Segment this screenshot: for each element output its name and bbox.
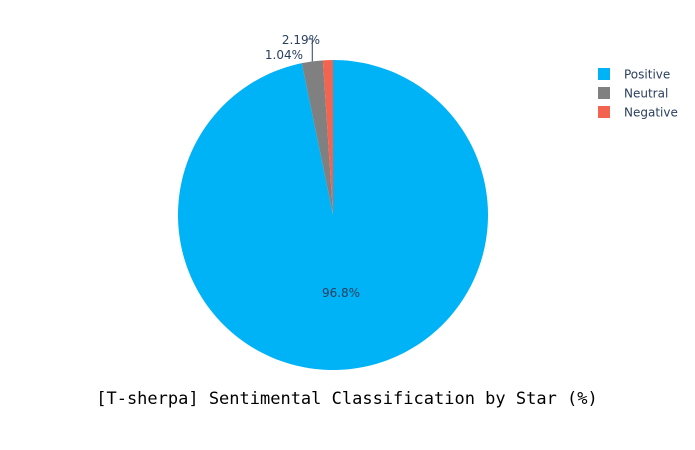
legend-swatch-positive [598,68,610,80]
legend-item-negative[interactable]: Negative [598,106,678,120]
legend-item-positive[interactable]: Positive [598,68,670,82]
legend-swatch-negative [598,106,610,118]
legend-label-positive: Positive [624,68,670,82]
slice-label-negative: 1.04% [265,48,303,62]
slice-labels: 96.8% 2.19% 1.04% [265,33,360,300]
slice-label-neutral: 2.19% [282,33,320,47]
pie-slices [177,60,489,371]
pie-slice-neutral[interactable] [301,60,333,215]
legend: Positive Neutral Negative [598,68,678,120]
legend-swatch-neutral [598,87,610,99]
slice-label-positive: 96.8% [322,286,360,300]
legend-label-negative: Negative [624,106,678,120]
pie-slice-negative[interactable] [322,60,333,215]
legend-item-neutral[interactable]: Neutral [598,87,668,101]
pie-slice-positive[interactable] [177,60,489,371]
chart-title: [T-sherpa] Sentimental Classification by… [96,389,598,409]
legend-label-neutral: Neutral [624,87,668,101]
